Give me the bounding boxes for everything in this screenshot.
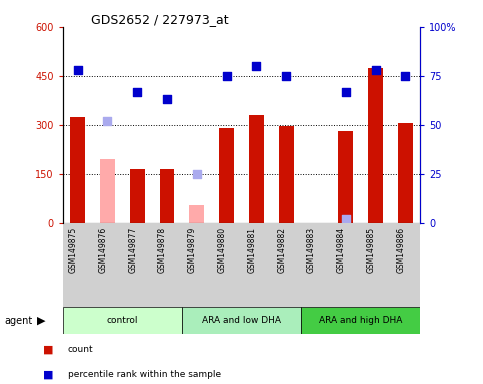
Text: GSM149878: GSM149878	[158, 227, 167, 273]
Point	[401, 73, 409, 79]
Bar	[368, 68, 383, 223]
Text: ■: ■	[43, 369, 54, 379]
Bar	[189, 205, 204, 223]
Text: GSM149886: GSM149886	[397, 227, 405, 273]
Text: ARA and high DHA: ARA and high DHA	[319, 316, 402, 325]
Point	[104, 118, 112, 124]
Point	[163, 96, 171, 103]
Bar	[100, 159, 115, 223]
Text: GSM149880: GSM149880	[218, 227, 227, 273]
Text: GSM149881: GSM149881	[247, 227, 256, 273]
Point	[253, 63, 260, 69]
Point	[342, 88, 350, 94]
Bar	[159, 169, 174, 223]
Bar	[279, 126, 294, 223]
Text: percentile rank within the sample: percentile rank within the sample	[68, 370, 221, 379]
Point	[133, 88, 141, 94]
Bar	[301, 307, 420, 334]
Text: ■: ■	[43, 344, 54, 354]
Text: ARA and low DHA: ARA and low DHA	[202, 316, 281, 325]
Point	[74, 67, 82, 73]
Text: GSM149876: GSM149876	[99, 227, 108, 273]
Bar	[219, 128, 234, 223]
Text: count: count	[68, 345, 93, 354]
Bar	[63, 307, 182, 334]
Point	[372, 67, 380, 73]
Text: control: control	[107, 316, 138, 325]
Bar	[70, 117, 85, 223]
Bar	[338, 131, 353, 223]
Bar	[130, 169, 145, 223]
Point	[193, 170, 201, 177]
Text: GSM149875: GSM149875	[69, 227, 78, 273]
Bar	[398, 123, 413, 223]
Text: GSM149877: GSM149877	[128, 227, 137, 273]
Text: GSM149885: GSM149885	[367, 227, 376, 273]
Text: GSM149883: GSM149883	[307, 227, 316, 273]
Point	[282, 73, 290, 79]
Text: GSM149879: GSM149879	[188, 227, 197, 273]
Bar	[249, 115, 264, 223]
Text: GDS2652 / 227973_at: GDS2652 / 227973_at	[91, 13, 229, 26]
Point	[223, 73, 230, 79]
Bar	[182, 307, 301, 334]
Text: agent: agent	[5, 316, 33, 326]
Text: ▶: ▶	[37, 316, 45, 326]
Text: GSM149882: GSM149882	[277, 227, 286, 273]
Text: GSM149884: GSM149884	[337, 227, 346, 273]
Point	[342, 216, 350, 222]
